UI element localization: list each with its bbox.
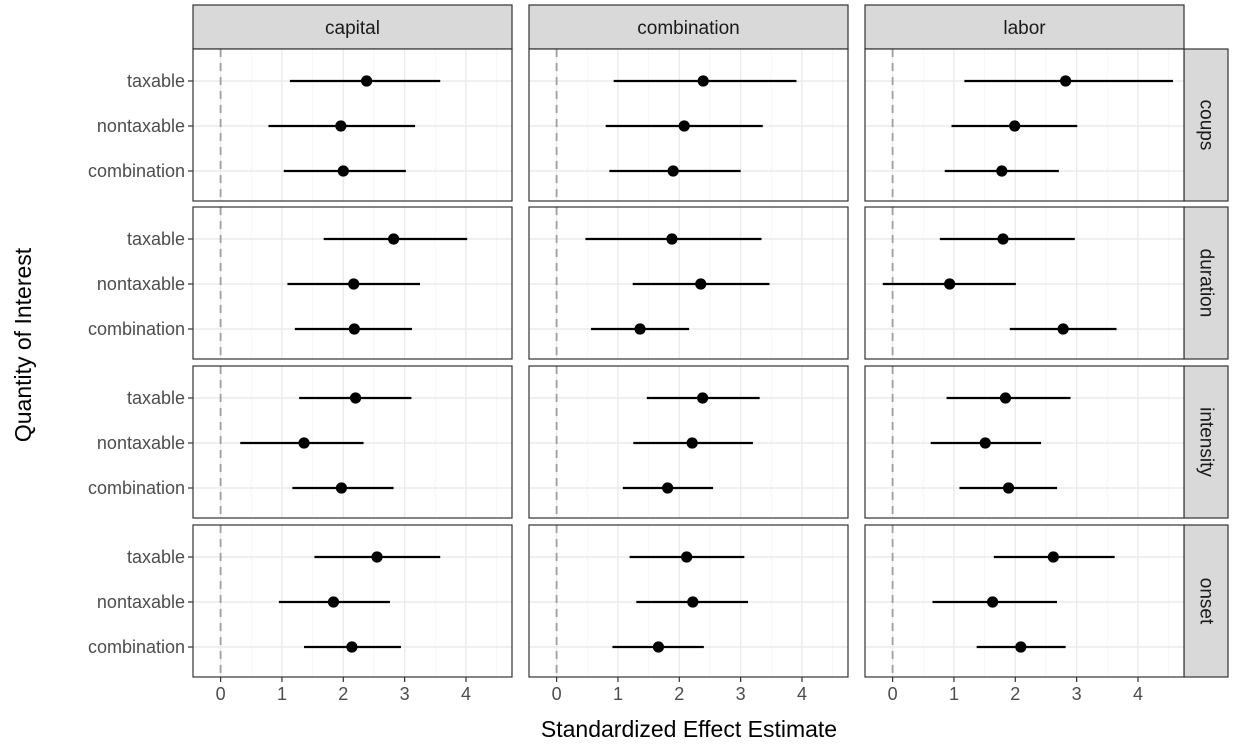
y-tick-label: combination [88,478,185,498]
x-tick-label: 2 [338,684,348,704]
x-tick-label: 4 [461,684,471,704]
point-estimate [349,392,362,404]
panel-border [192,48,513,202]
x-tick-label: 1 [613,684,623,704]
point-estimate [348,323,360,335]
x-tick-label: 0 [888,684,898,704]
point-estimate [987,596,999,608]
row-strip-label: onset [1196,578,1217,625]
y-tick-label: nontaxable [97,433,185,453]
column-strip [864,4,1185,50]
point-estimate [662,482,674,494]
point-estimate [371,551,383,563]
y-tick-label: taxable [127,547,185,567]
point-estimate [327,596,340,608]
point-estimate [361,75,373,87]
point-estimate [298,437,310,449]
panel-border [864,365,1185,519]
point-estimate [687,596,699,608]
x-tick-label: 4 [797,684,807,704]
point-estimate [388,233,400,245]
column-strip-label: combination [637,18,739,39]
point-estimate [348,278,360,290]
y-tick-label: taxable [127,388,185,408]
y-axis-title: Quantity of Interest [10,247,36,442]
point-estimate [1015,641,1027,653]
point-estimate [997,233,1009,245]
row-strip [1183,48,1229,202]
column-strip-label: capital [325,18,380,39]
point-estimate [634,323,646,335]
y-tick-label: nontaxable [97,274,185,294]
panel-border [192,524,513,678]
y-tick-label: nontaxable [97,592,185,612]
x-tick-label: 4 [1133,684,1143,704]
column-strip [528,4,849,50]
row-strip-label: duration [1196,249,1217,318]
column-strip [192,4,513,50]
point-estimate [678,120,690,132]
point-estimate [1009,120,1021,132]
point-estimate [944,278,956,290]
point-estimate [681,551,693,563]
panel-border [192,365,513,519]
x-tick-label: 0 [552,684,562,704]
point-estimate [1060,75,1072,87]
point-estimate [667,165,679,177]
y-tick-label: taxable [127,71,185,91]
y-tick-label: nontaxable [97,116,185,136]
point-estimate [1002,482,1015,494]
point-estimate [335,482,348,494]
y-tick-label: combination [88,161,185,181]
x-tick-label: 3 [1072,684,1082,704]
x-tick-label: 2 [674,684,684,704]
point-estimate [695,278,707,290]
panel-border [864,48,1185,202]
point-estimate [337,165,349,177]
panel-border [528,524,849,678]
point-estimate [652,641,665,653]
column-strip-label: labor [1003,18,1046,39]
panel-border [528,206,849,360]
panel-border [864,524,1185,678]
panel-border [864,206,1185,360]
x-tick-label: 2 [1010,684,1020,704]
row-strip [1183,524,1229,678]
x-tick-label: 0 [216,684,226,704]
x-axis-title: Standardized Effect Estimate [541,716,837,742]
y-tick-label: combination [88,637,185,657]
point-estimate [666,233,678,245]
panel-border [192,206,513,360]
row-strip-label: intensity [1196,407,1217,477]
x-tick-label: 3 [736,684,746,704]
y-tick-label: combination [88,319,185,339]
panel-border [528,48,849,202]
point-estimate [999,392,1012,404]
panel-border [528,365,849,519]
point-estimate [335,120,347,132]
point-estimate [1057,323,1069,335]
x-tick-label: 3 [400,684,410,704]
point-estimate [697,75,709,87]
point-estimate [979,437,991,449]
point-estimate [686,437,698,449]
x-tick-label: 1 [949,684,959,704]
point-estimate [346,641,358,653]
point-estimate [1047,551,1059,563]
x-tick-label: 1 [277,684,287,704]
point-estimate [697,392,709,404]
y-tick-label: taxable [127,229,185,249]
row-strip [1183,206,1229,360]
row-strip-label: coups [1196,100,1217,151]
point-estimate [996,165,1008,177]
